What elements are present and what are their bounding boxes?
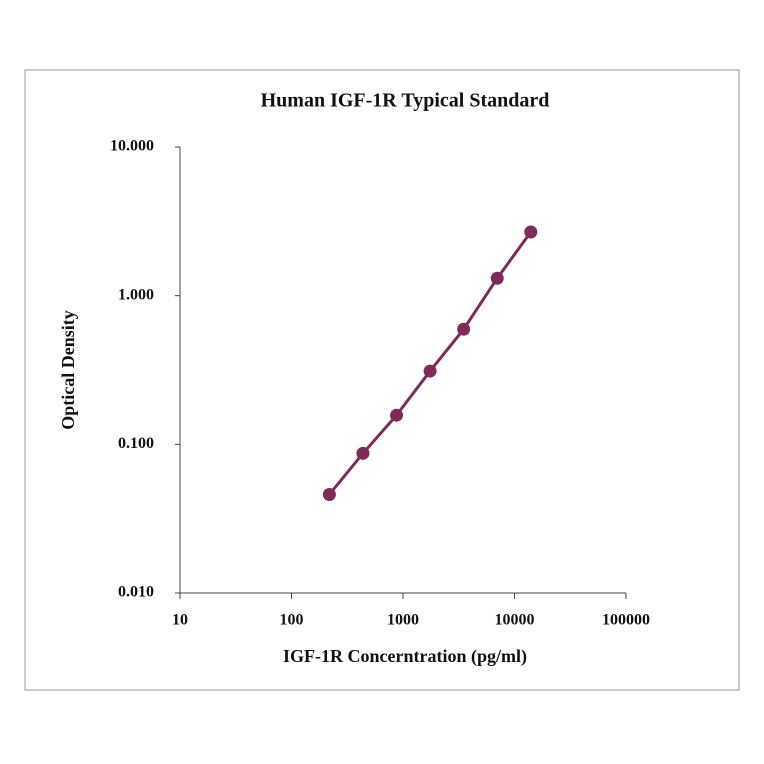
- data-point: [322, 487, 336, 501]
- chart-title: Human IGF-1R Typical Standard: [261, 90, 550, 112]
- chart-frame: [24, 69, 740, 691]
- data-point: [356, 446, 370, 460]
- x-tick-label: 10000: [495, 612, 535, 629]
- x-tick-label: 10: [172, 612, 188, 629]
- y-axis-title: Optical Density: [58, 310, 78, 430]
- y-tick-label: 0.100: [118, 435, 154, 452]
- x-tick-label: 100: [280, 612, 304, 629]
- x-tick-label: 100000: [602, 612, 650, 629]
- data-point: [524, 225, 538, 239]
- x-axis-title: IGF-1R Concerntration (pg/ml): [283, 646, 527, 667]
- data-point: [390, 408, 404, 422]
- data-point: [490, 271, 504, 285]
- x-tick-label: 1000: [387, 612, 419, 629]
- data-point: [457, 322, 471, 336]
- y-tick-label: 0.010: [118, 584, 154, 601]
- data-point: [423, 364, 437, 378]
- y-tick-label: 1.000: [118, 286, 154, 303]
- y-tick-label: 10.000: [110, 138, 154, 155]
